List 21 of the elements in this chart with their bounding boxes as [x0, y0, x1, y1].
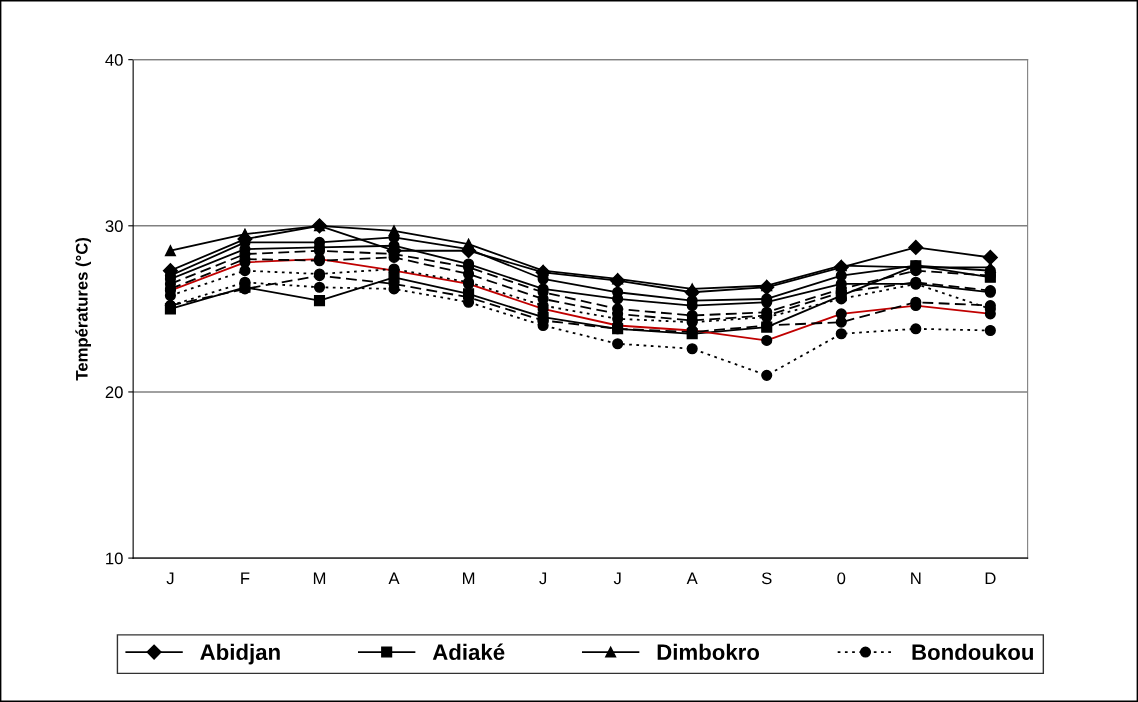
x-tick-label: A — [686, 572, 698, 585]
x-tick-label: M — [463, 572, 475, 585]
legend-label: Adiaké — [432, 643, 505, 661]
y-tick-label: 10 — [106, 552, 123, 565]
y-tick-label: 40 — [105, 54, 123, 66]
x-tick-label: F — [241, 572, 250, 585]
x-tick-label: A — [388, 572, 400, 585]
y-tick-label: 30 — [105, 220, 123, 233]
y-axis-title: Températures (°C) — [75, 237, 91, 381]
y-tick-label: 20 — [105, 386, 123, 399]
legend-label: Abidjan — [200, 643, 280, 665]
x-tick-label: J — [613, 572, 621, 585]
x-tick-label: S — [761, 572, 772, 585]
x-tick-label: N — [911, 572, 921, 585]
x-tick-label: J — [166, 572, 174, 585]
legend-label: Dimbokro — [657, 643, 760, 661]
x-tick-label: J — [539, 572, 547, 585]
x-tick-label: M — [313, 572, 326, 585]
x-tick-label: 0 — [837, 572, 846, 585]
legend-label: Bondoukou — [912, 643, 1033, 661]
x-tick-label: D — [985, 572, 996, 585]
